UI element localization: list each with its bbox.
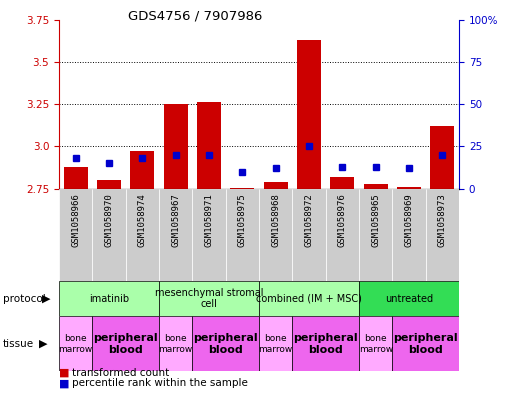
Text: ■: ■	[59, 378, 69, 388]
Text: GSM1058974: GSM1058974	[138, 193, 147, 247]
Text: untreated: untreated	[385, 294, 433, 304]
Text: GSM1058965: GSM1058965	[371, 193, 380, 247]
Bar	[64, 167, 88, 189]
Bar	[97, 180, 121, 189]
Bar	[230, 188, 254, 189]
Bar	[297, 40, 321, 189]
Bar	[192, 189, 226, 281]
Bar	[359, 316, 392, 371]
Bar	[292, 189, 326, 281]
Bar	[259, 316, 292, 371]
Text: tissue: tissue	[3, 339, 34, 349]
Text: GSM1058972: GSM1058972	[305, 193, 313, 247]
Text: ■: ■	[59, 368, 69, 378]
Bar	[364, 184, 388, 189]
Bar	[359, 281, 459, 316]
Bar	[426, 189, 459, 281]
Text: GSM1058969: GSM1058969	[405, 193, 413, 247]
Text: bone
marrow: bone marrow	[259, 334, 293, 354]
Text: mesenchymal stromal
cell: mesenchymal stromal cell	[155, 288, 263, 309]
Bar	[197, 103, 221, 189]
Bar	[130, 151, 154, 189]
Bar	[392, 189, 426, 281]
Bar	[159, 189, 192, 281]
Bar	[330, 177, 354, 189]
Bar	[59, 281, 159, 316]
Text: GSM1058968: GSM1058968	[271, 193, 280, 247]
Text: GDS4756 / 7907986: GDS4756 / 7907986	[128, 10, 262, 23]
Bar	[430, 126, 455, 189]
Bar	[259, 189, 292, 281]
Text: GSM1058976: GSM1058976	[338, 193, 347, 247]
Bar	[397, 187, 421, 189]
Text: GSM1058973: GSM1058973	[438, 193, 447, 247]
Bar	[159, 281, 259, 316]
Bar	[164, 104, 188, 189]
Bar	[292, 316, 359, 371]
Text: bone
marrow: bone marrow	[359, 334, 393, 354]
Bar	[326, 189, 359, 281]
Text: GSM1058975: GSM1058975	[238, 193, 247, 247]
Text: GSM1058967: GSM1058967	[171, 193, 180, 247]
Bar	[126, 189, 159, 281]
Bar	[159, 316, 192, 371]
Text: transformed count: transformed count	[72, 368, 169, 378]
Bar	[92, 189, 126, 281]
Bar	[59, 189, 92, 281]
Text: peripheral
blood: peripheral blood	[293, 333, 358, 354]
Text: percentile rank within the sample: percentile rank within the sample	[72, 378, 248, 388]
Text: protocol: protocol	[3, 294, 45, 304]
Bar	[226, 189, 259, 281]
Bar	[259, 281, 359, 316]
Text: ▶: ▶	[38, 339, 47, 349]
Text: combined (IM + MSC): combined (IM + MSC)	[256, 294, 362, 304]
Bar	[392, 316, 459, 371]
Text: GSM1058970: GSM1058970	[105, 193, 113, 247]
Bar	[359, 189, 392, 281]
Text: ▶: ▶	[42, 294, 51, 304]
Bar	[59, 316, 92, 371]
Text: GSM1058966: GSM1058966	[71, 193, 80, 247]
Text: imatinib: imatinib	[89, 294, 129, 304]
Bar	[92, 316, 159, 371]
Bar	[192, 316, 259, 371]
Text: bone
marrow: bone marrow	[58, 334, 93, 354]
Text: bone
marrow: bone marrow	[159, 334, 193, 354]
Text: peripheral
blood: peripheral blood	[193, 333, 258, 354]
Text: peripheral
blood: peripheral blood	[93, 333, 158, 354]
Bar	[264, 182, 288, 189]
Text: GSM1058971: GSM1058971	[205, 193, 213, 247]
Text: peripheral
blood: peripheral blood	[393, 333, 458, 354]
